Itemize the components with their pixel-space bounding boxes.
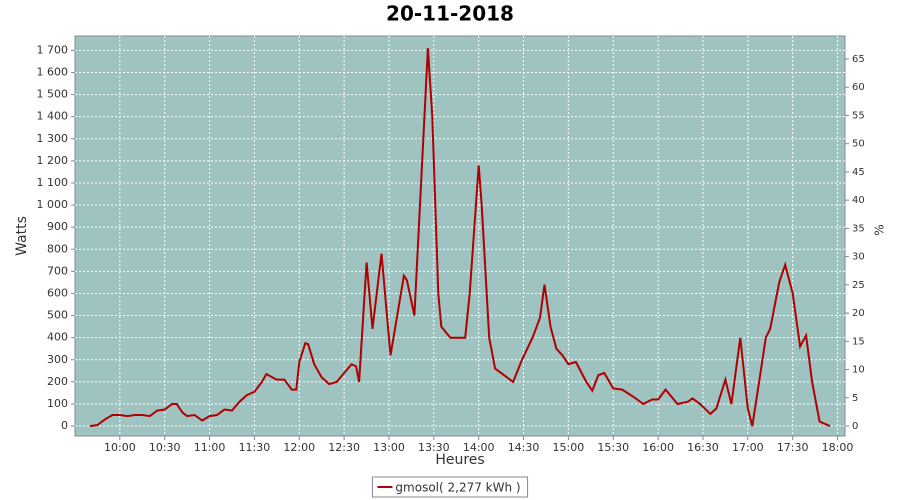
x-tick-label: 13:30	[418, 441, 450, 454]
y-tick-label: 100	[47, 397, 68, 410]
y-tick-label: 400	[47, 331, 68, 344]
y2-tick-label: 20	[852, 308, 865, 319]
y-axis-label: Watts	[14, 216, 30, 256]
y-tick-label: 1 400	[37, 110, 69, 123]
y-tick-label: 1 300	[37, 132, 69, 145]
y2-tick-label: 5	[852, 393, 858, 404]
y-tick-label: 800	[47, 242, 68, 255]
y2-tick-label: 55	[852, 110, 865, 121]
y-tick-label: 600	[47, 286, 68, 299]
y2-axis-label: %	[873, 224, 887, 235]
y2-tick-label: 50	[852, 139, 865, 150]
legend-box	[371, 476, 529, 498]
y-tick-label: 0	[61, 419, 68, 432]
legend-label: gmosol( 2,277 kWh )	[395, 481, 520, 495]
x-tick-label: 12:00	[283, 441, 315, 454]
y2-tick-label: 30	[852, 252, 865, 263]
x-tick-label: 10:00	[104, 441, 136, 454]
y2-tick-label: 15	[852, 336, 865, 347]
y2-tick-label: 10	[852, 365, 865, 376]
y-tick-label: 1 500	[37, 88, 69, 101]
x-tick-label: 16:00	[642, 441, 674, 454]
y-tick-label: 200	[47, 375, 68, 388]
x-tick-label: 10:30	[149, 441, 181, 454]
x-tick-label: 13:00	[373, 441, 405, 454]
x-tick-label: 14:30	[508, 441, 540, 454]
y2-tick-label: 45	[852, 167, 865, 178]
y2-tick-label: 35	[852, 223, 865, 234]
x-tick-label: 17:30	[777, 441, 809, 454]
y-tick-label: 700	[47, 264, 68, 277]
y-tick-label: 1 600	[37, 65, 69, 78]
y-tick-label: 1 200	[37, 154, 69, 167]
x-tick-label: 12:30	[328, 441, 360, 454]
x-tick-label: 16:30	[687, 441, 719, 454]
y-tick-label: 300	[47, 353, 68, 366]
chart-title: 20-11-2018	[386, 2, 514, 26]
y-tick-label: 900	[47, 220, 68, 233]
y2-tick-label: 25	[852, 280, 865, 291]
x-tick-label: 11:30	[239, 441, 271, 454]
y-tick-label: 1 700	[37, 43, 69, 56]
y-tick-label: 500	[47, 309, 68, 322]
y2-tick-label: 0	[852, 421, 858, 432]
y2-tick-label: 60	[852, 82, 865, 93]
x-tick-label: 15:30	[597, 441, 629, 454]
plot-area	[74, 35, 846, 437]
x-tick-label: 14:00	[463, 441, 495, 454]
x-tick-label: 11:00	[194, 441, 226, 454]
x-tick-label: 17:00	[732, 441, 764, 454]
legend: gmosol( 2,277 kWh )	[371, 476, 529, 498]
y2-tick-label: 40	[852, 195, 865, 206]
x-axis-label: Heures	[435, 452, 484, 468]
y-tick-label: 1 100	[37, 176, 69, 189]
x-tick-label: 15:00	[553, 441, 585, 454]
y-tick-label: 1 000	[37, 198, 69, 211]
data-line	[89, 48, 831, 428]
y2-tick-label: 65	[852, 54, 865, 65]
x-tick-label: 18:00	[822, 441, 854, 454]
